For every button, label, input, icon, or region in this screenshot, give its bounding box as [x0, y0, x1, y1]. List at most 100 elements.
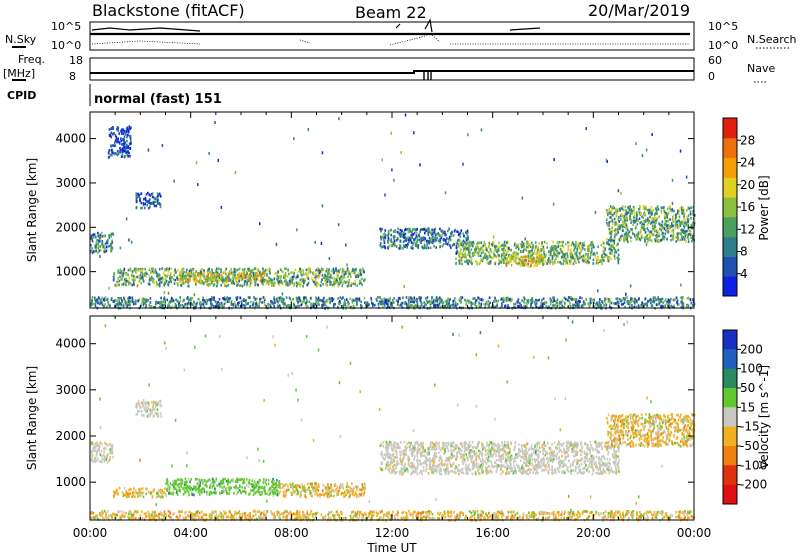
data-cell [590, 301, 592, 305]
date-title: 20/Mar/2019 [588, 1, 690, 20]
data-cell [183, 483, 186, 487]
data-cell [154, 306, 157, 309]
data-cell [188, 274, 190, 278]
data-cell [131, 296, 134, 299]
data-cell [439, 234, 441, 238]
data-cell [177, 269, 179, 272]
data-cell [333, 271, 335, 275]
data-cell [538, 258, 540, 262]
data-cell [440, 236, 443, 240]
data-cell [495, 245, 498, 248]
data-cell [154, 197, 157, 200]
data-cell [97, 234, 100, 238]
data-cell [678, 212, 680, 216]
data-cell [517, 298, 520, 301]
data-cell [640, 228, 642, 232]
data-cell [521, 299, 523, 302]
data-cell [315, 278, 317, 282]
data-cell [609, 220, 612, 223]
data-cell [246, 272, 248, 276]
data-cell [152, 408, 154, 411]
data-cell [435, 297, 438, 301]
data-cell [622, 208, 625, 212]
data-cell [687, 236, 689, 239]
data-cell [182, 278, 184, 282]
data-cell [413, 241, 415, 244]
data-cell [312, 305, 315, 308]
data-cell [312, 271, 315, 274]
data-cell [400, 151, 402, 154]
data-cell [99, 248, 102, 252]
data-cell [220, 205, 223, 209]
data-cell [159, 203, 161, 206]
data-cell [410, 235, 412, 239]
data-cell [335, 267, 337, 270]
data-cell [482, 244, 485, 248]
data-cell [559, 248, 562, 251]
data-cell [215, 303, 218, 306]
data-cell [424, 297, 427, 300]
data-cell [263, 278, 265, 282]
data-cell [427, 228, 429, 231]
data-cell [317, 270, 320, 273]
data-cell [416, 231, 418, 235]
data-cell [307, 277, 310, 280]
data-cell [613, 237, 615, 240]
data-cell [482, 250, 484, 254]
data-cell [558, 241, 561, 244]
data-cell [206, 283, 208, 286]
data-cell [275, 271, 277, 275]
data-cell [103, 250, 106, 254]
data-cell [628, 230, 631, 234]
data-cell [541, 241, 543, 244]
y-tick-label: 1000 [55, 265, 86, 279]
data-cell [289, 279, 292, 282]
data-cell [226, 272, 228, 275]
data-cell [128, 276, 130, 280]
data-cell [255, 277, 258, 281]
data-cell [621, 229, 624, 232]
data-cell [157, 415, 160, 418]
data-cell [320, 241, 323, 245]
data-cell [95, 454, 98, 457]
data-cell [216, 306, 218, 309]
data-cell [347, 281, 350, 285]
data-cell [652, 225, 655, 229]
data-cell [678, 219, 680, 223]
data-cell [113, 490, 115, 493]
data-cell [475, 299, 477, 303]
data-cell [682, 302, 685, 306]
data-cell [419, 230, 421, 233]
data-cell [616, 209, 619, 213]
data-cell [157, 491, 160, 495]
data-cell [530, 252, 532, 255]
data-cell [604, 299, 606, 303]
data-cell [623, 224, 626, 227]
data-cell [123, 278, 126, 281]
data-cell [142, 495, 145, 499]
data-cell [160, 404, 162, 408]
data-cell [679, 224, 682, 228]
data-cell [571, 254, 574, 258]
data-cell [250, 269, 252, 273]
data-cell [548, 257, 550, 260]
data-cell [365, 301, 368, 304]
data-cell [199, 277, 202, 280]
data-cell [333, 269, 336, 273]
data-cell [112, 127, 114, 130]
data-cell [639, 230, 642, 234]
data-cell [556, 301, 559, 304]
data-cell [142, 414, 145, 417]
data-cell [430, 233, 433, 236]
data-cell [684, 221, 686, 225]
data-cell [190, 274, 192, 278]
data-cell [561, 255, 563, 259]
data-cell [166, 298, 168, 302]
data-cell [613, 302, 615, 305]
data-cell [249, 281, 252, 285]
data-cell [404, 245, 406, 249]
data-cell [205, 298, 207, 302]
data-cell [635, 217, 638, 220]
data-cell [390, 301, 392, 305]
data-cell [632, 205, 635, 209]
